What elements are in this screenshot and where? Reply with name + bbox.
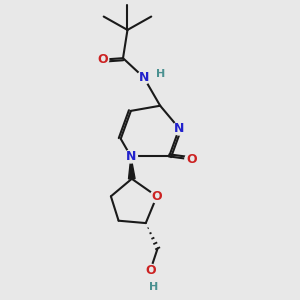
- Text: H: H: [148, 282, 158, 292]
- Circle shape: [185, 153, 198, 166]
- Circle shape: [173, 122, 186, 135]
- Text: H: H: [156, 69, 165, 79]
- Circle shape: [150, 190, 164, 203]
- Circle shape: [144, 264, 157, 277]
- Polygon shape: [128, 156, 135, 179]
- Circle shape: [124, 150, 137, 163]
- Text: O: O: [152, 190, 162, 203]
- Text: O: O: [145, 264, 155, 277]
- Text: N: N: [139, 71, 149, 84]
- Text: N: N: [174, 122, 184, 135]
- Circle shape: [137, 71, 150, 84]
- Text: O: O: [186, 153, 197, 166]
- Text: N: N: [126, 150, 136, 163]
- Text: O: O: [97, 53, 107, 66]
- Circle shape: [96, 53, 109, 66]
